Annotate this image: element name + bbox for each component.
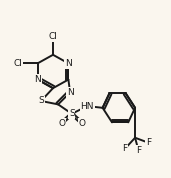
Text: Cl: Cl	[14, 59, 22, 68]
Text: S: S	[38, 96, 44, 106]
Text: O: O	[79, 119, 86, 128]
Text: N: N	[67, 88, 74, 97]
Text: S: S	[69, 109, 75, 118]
Text: Cl: Cl	[49, 32, 57, 41]
Text: O: O	[58, 119, 65, 128]
Text: HN: HN	[81, 102, 94, 111]
Text: N: N	[65, 59, 72, 68]
Text: F: F	[136, 146, 141, 155]
Text: F: F	[146, 138, 151, 147]
Text: F: F	[122, 144, 127, 153]
Text: N: N	[34, 75, 41, 84]
